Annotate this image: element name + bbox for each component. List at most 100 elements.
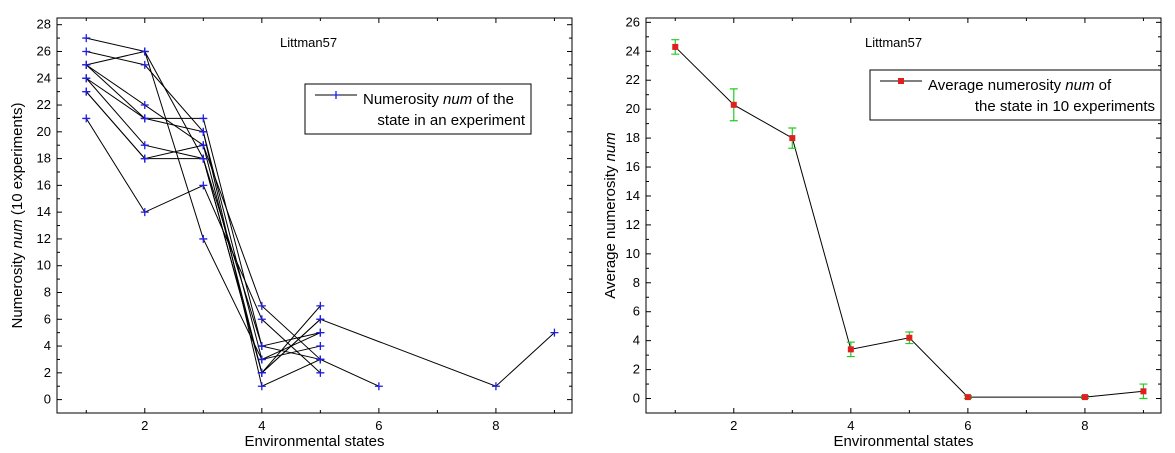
series-line <box>86 37 321 347</box>
series-line <box>674 46 1144 398</box>
y-tick-label: 2 <box>633 362 640 377</box>
data-point <box>140 114 149 123</box>
legend-marker <box>332 91 340 99</box>
y-tick-label: 22 <box>37 97 51 112</box>
data-point <box>491 382 500 391</box>
data-point <box>199 234 208 243</box>
legend-text-line: Numerosity num of the <box>363 91 514 108</box>
legend-box <box>869 69 1162 121</box>
data-point <box>316 342 325 351</box>
data-point <box>82 87 91 96</box>
y-tick-label: 12 <box>626 217 640 232</box>
data-point <box>316 368 325 377</box>
legend-box <box>304 83 532 135</box>
plot-frame <box>645 17 1162 414</box>
plot-frame <box>56 17 573 414</box>
legend-text-line: the state in 10 experiments <box>975 98 1155 115</box>
data-point <box>374 382 383 391</box>
x-tick-label: 4 <box>847 418 854 433</box>
y-tick-label: 14 <box>37 204 51 219</box>
x-tick-label: 2 <box>730 418 737 433</box>
y-tick-label: 14 <box>626 188 640 203</box>
x-tick-label: 8 <box>1081 418 1088 433</box>
legend-text-line: state in an experiment <box>377 112 525 129</box>
y-tick-label: 0 <box>633 391 640 406</box>
data-point <box>257 342 266 351</box>
y-tick-label: 24 <box>37 70 51 85</box>
data-point <box>199 127 208 136</box>
y-tick-label: 26 <box>37 43 51 58</box>
y-tick-label: 28 <box>37 17 51 32</box>
data-point <box>82 60 91 69</box>
x-axis-label: Environmental states <box>244 433 384 450</box>
data-point <box>140 208 149 217</box>
y-tick-label: 8 <box>44 284 51 299</box>
y-tick-label: 6 <box>633 304 640 319</box>
data-point <box>199 114 208 123</box>
y-tick-label: 0 <box>44 392 51 407</box>
y-tick-label: 22 <box>626 72 640 87</box>
data-point <box>199 154 208 163</box>
data-point <box>82 34 91 43</box>
data-point <box>316 315 325 324</box>
x-axis-label: Environmental states <box>833 433 973 450</box>
y-axis-label: Numerosity num (10 experiments) <box>9 103 26 329</box>
data-point <box>316 301 325 310</box>
x-tick-label: 8 <box>492 418 499 433</box>
data-point <box>140 47 149 56</box>
y-tick-label: 18 <box>37 151 51 166</box>
data-point <box>257 301 266 310</box>
data-point <box>140 141 149 150</box>
y-tick-label: 10 <box>626 246 640 261</box>
y-tick-label: 26 <box>626 14 640 29</box>
data-point <box>1140 388 1147 395</box>
data-point <box>140 60 149 69</box>
data-point <box>257 315 266 324</box>
legend-text-line: Average numerosity num of <box>928 77 1112 94</box>
y-tick-label: 2 <box>44 365 51 380</box>
data-point <box>847 346 854 353</box>
x-tick-label: 2 <box>141 418 148 433</box>
data-point <box>82 74 91 83</box>
data-point <box>257 355 266 364</box>
legend-marker <box>898 78 904 84</box>
chart-annotation: Littman57 <box>280 35 337 50</box>
data-point <box>257 368 266 377</box>
y-tick-label: 20 <box>626 101 640 116</box>
y-tick-label: 24 <box>626 43 640 58</box>
series-line <box>85 64 321 360</box>
y-tick-label: 12 <box>37 231 51 246</box>
y-tick-label: 4 <box>633 333 640 348</box>
data-point <box>789 135 796 142</box>
data-point <box>82 114 91 123</box>
y-tick-label: 6 <box>44 311 51 326</box>
y-tick-label: 20 <box>37 124 51 139</box>
x-tick-label: 6 <box>964 418 971 433</box>
data-point <box>730 101 737 108</box>
x-tick-label: 4 <box>258 418 265 433</box>
data-point <box>316 328 325 337</box>
y-tick-label: 18 <box>626 130 640 145</box>
y-tick-label: 16 <box>626 159 640 174</box>
series-line <box>85 77 321 374</box>
data-point <box>140 154 149 163</box>
data-point <box>906 334 913 341</box>
data-point <box>82 47 91 56</box>
y-axis-label: Average numerosity num <box>602 132 619 298</box>
y-tick-label: 4 <box>44 338 51 353</box>
data-point <box>140 101 149 110</box>
y-tick-label: 8 <box>633 275 640 290</box>
chart-annotation: Littman57 <box>865 35 922 50</box>
data-point <box>964 394 971 401</box>
y-tick-label: 16 <box>37 177 51 192</box>
data-point <box>199 181 208 190</box>
series-line <box>85 77 380 387</box>
data-point <box>257 382 266 391</box>
data-point <box>672 43 679 50</box>
y-tick-label: 10 <box>37 258 51 273</box>
series-line <box>85 91 555 387</box>
x-tick-label: 6 <box>375 418 382 433</box>
